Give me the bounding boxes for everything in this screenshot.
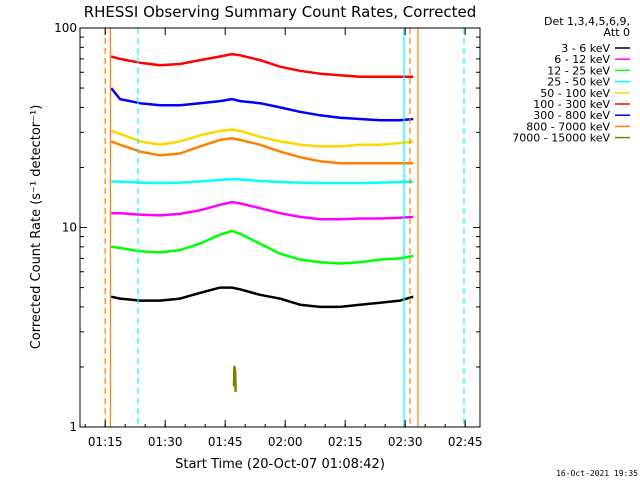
legend-header-0: Det 1,3,4,5,6,9, xyxy=(544,15,630,28)
chart-title: RHESSI Observing Summary Count Rates, Co… xyxy=(84,3,477,21)
series-line-7 xyxy=(110,137,414,165)
x-tick-label-6: 02:45 xyxy=(448,435,483,449)
series-line-4 xyxy=(110,128,414,148)
y-tick-label-2: 100 xyxy=(54,21,77,35)
legend-label-3: 25 - 50 keV xyxy=(547,76,610,89)
x-tick-label-5: 02:30 xyxy=(388,435,423,449)
y-axis-ticks: 1 10 100 xyxy=(54,21,480,434)
y-axis-label: Corrected Count Rate (s⁻¹ detector⁻¹) xyxy=(29,105,44,350)
legend-label-1: 6 - 12 keV xyxy=(554,53,610,66)
legend-header-1: Att 0 xyxy=(604,26,630,39)
series-line-6 xyxy=(110,87,414,122)
series-layer xyxy=(110,52,414,392)
legend-label-6: 300 - 800 keV xyxy=(533,109,610,122)
y-tick-label-1: 10 xyxy=(62,221,77,235)
y-tick-label-0: 1 xyxy=(69,420,77,434)
timestamp-footer: 16-Oct-2021 19:35 xyxy=(556,469,638,478)
legend-label-0: 3 - 6 keV xyxy=(561,42,610,55)
x-tick-label-3: 02:00 xyxy=(268,435,303,449)
series-line-1 xyxy=(111,200,414,221)
series-line-8 xyxy=(232,365,237,392)
legend-label-8: 7000 - 15000 keV xyxy=(512,132,610,145)
legend-label-4: 50 - 100 keV xyxy=(540,87,610,100)
x-tick-label-1: 01:30 xyxy=(148,435,183,449)
series-line-2 xyxy=(111,229,414,265)
x-axis-ticks: 01:15 01:30 01:45 02:00 02:15 02:30 02:45 xyxy=(84,28,483,449)
x-tick-label-2: 01:45 xyxy=(208,435,243,449)
series-line-5 xyxy=(110,52,414,78)
legend-label-2: 12 - 25 keV xyxy=(547,64,610,77)
legend-label-7: 800 - 7000 keV xyxy=(526,120,610,133)
x-tick-label-0: 01:15 xyxy=(88,435,123,449)
series-line-3 xyxy=(111,177,414,185)
x-tick-label-4: 02:15 xyxy=(328,435,363,449)
series-line-0 xyxy=(110,286,414,309)
legend-label-5: 100 - 300 keV xyxy=(533,98,610,111)
x-axis-label: Start Time (20-Oct-07 01:08:42) xyxy=(175,457,385,472)
vertical-markers xyxy=(104,28,465,427)
